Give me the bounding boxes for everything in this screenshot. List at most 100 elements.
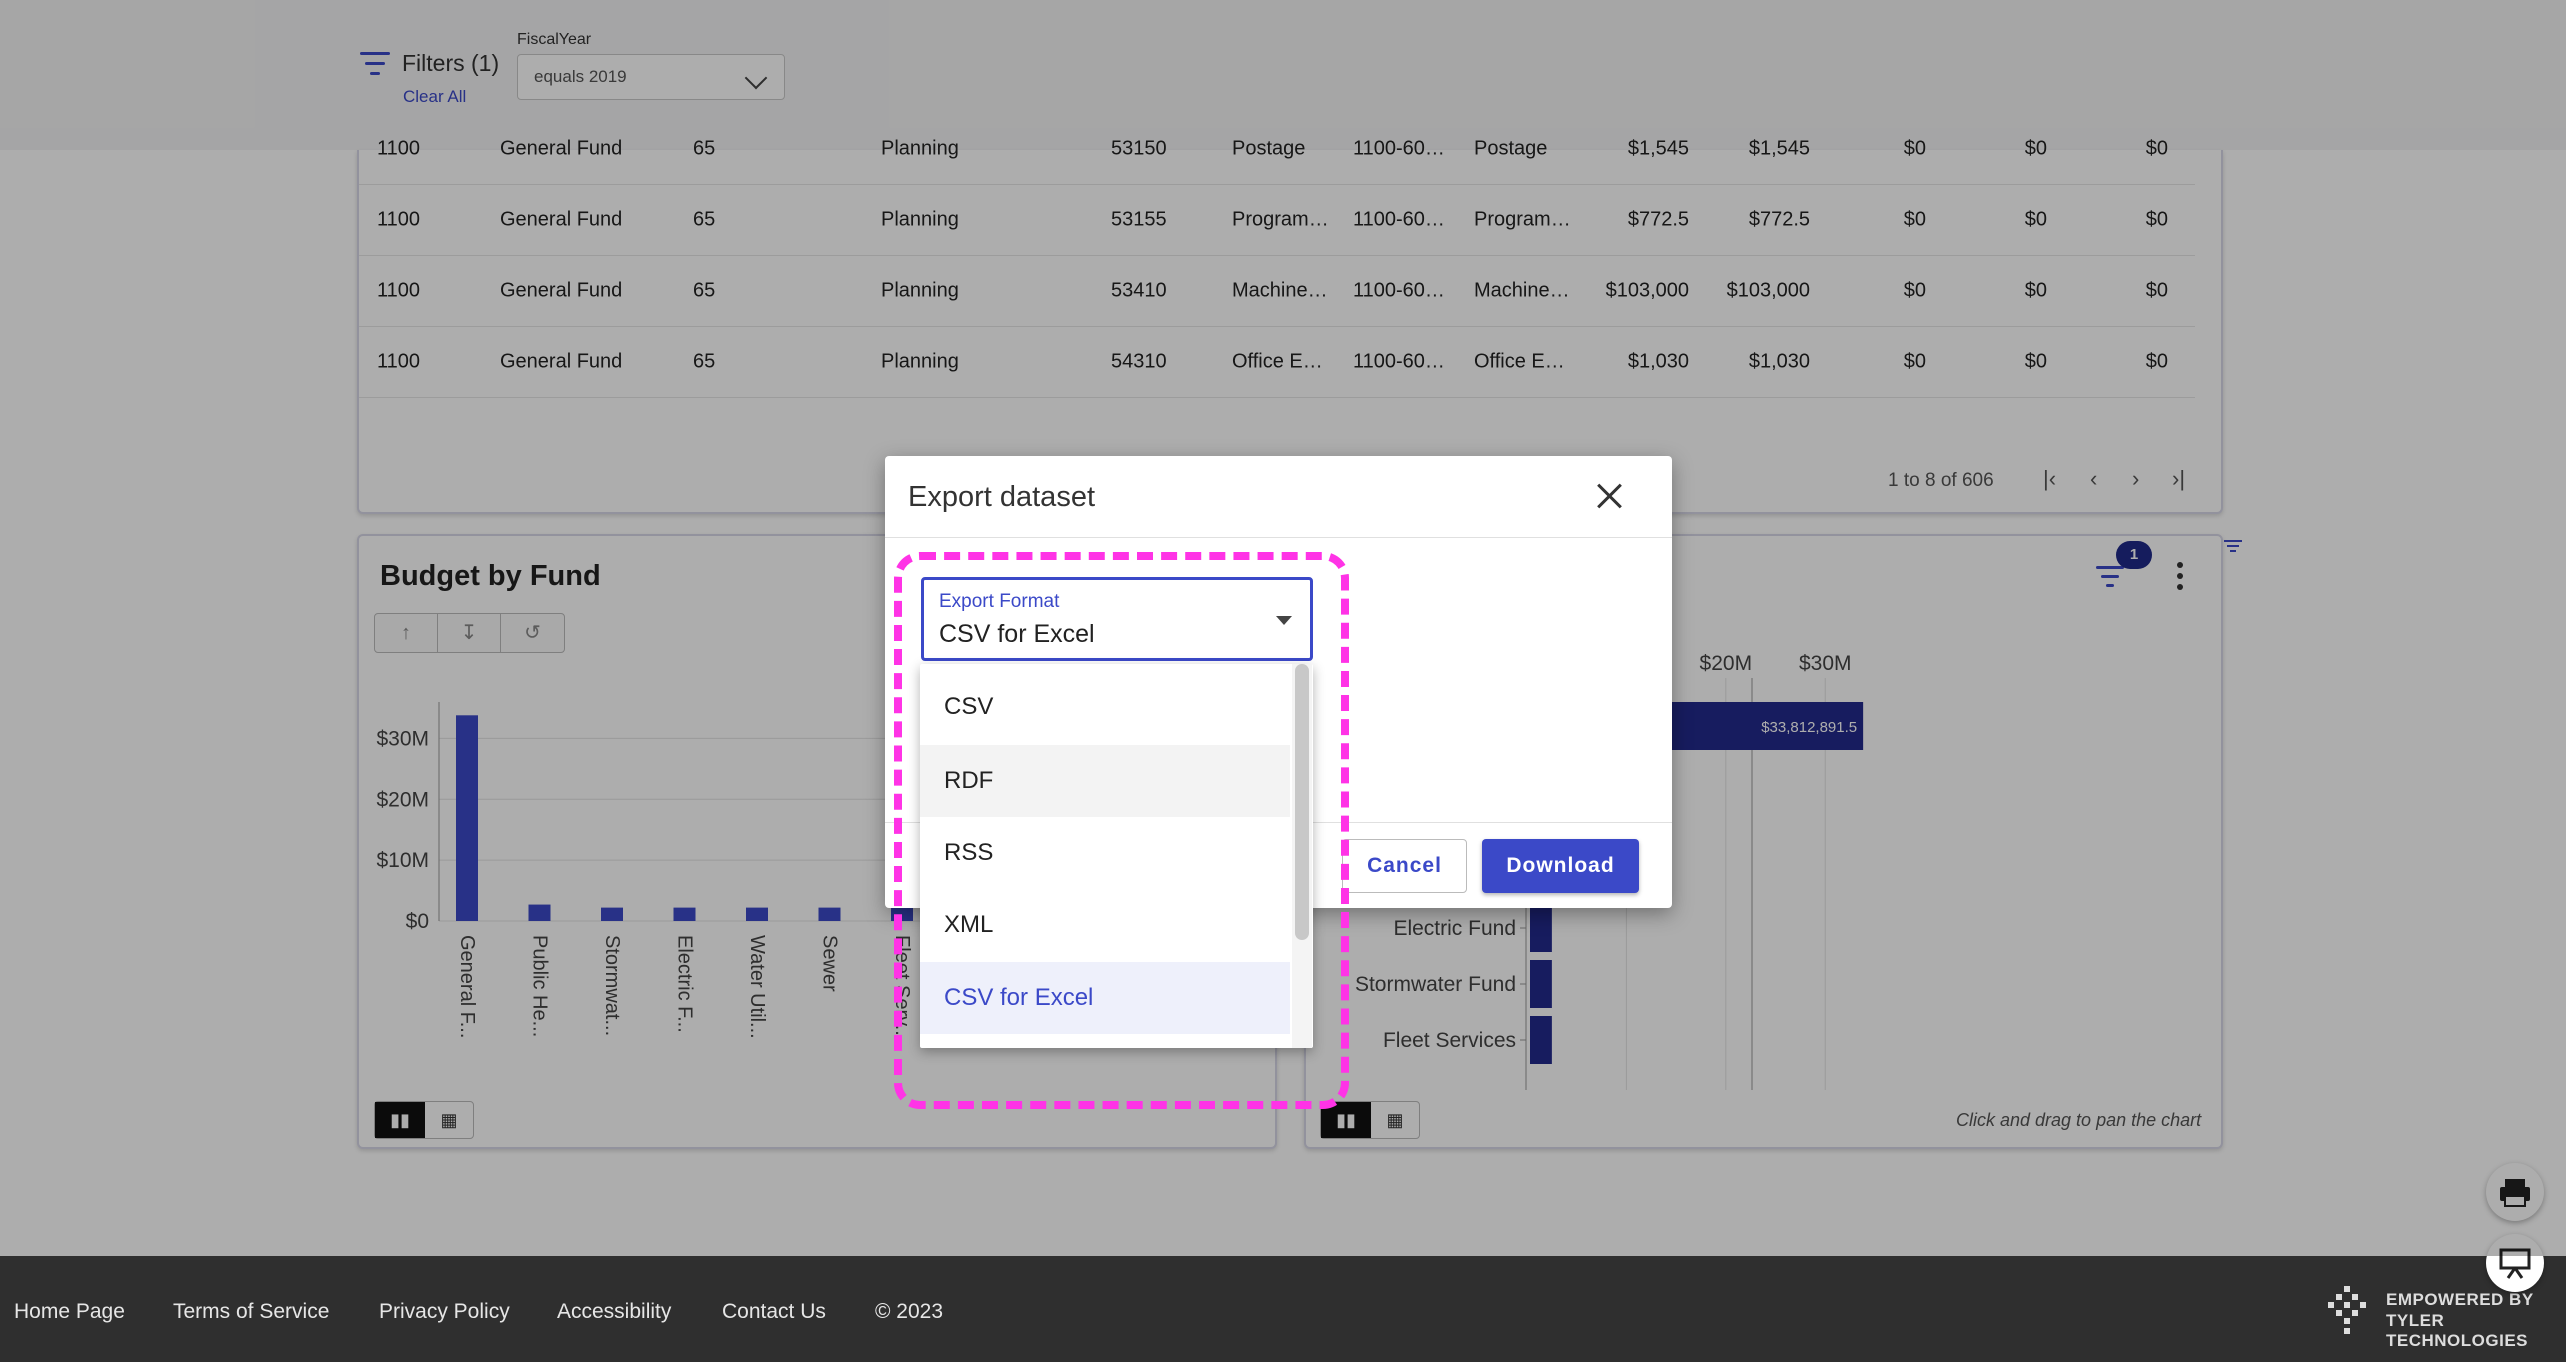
prev-page-icon[interactable]: ‹ — [2090, 466, 2098, 491]
fiscal-year-value: equals 2019 — [534, 67, 627, 86]
table-row[interactable]: 1100 General Fund 65 Planning 53150 Postage 11… — [359, 114, 2195, 185]
table-row[interactable]: 1100 General Fund 65 Planning 53410 Machine… 1… — [359, 256, 2195, 327]
filter-icon[interactable] — [360, 52, 390, 76]
y-tick-label: Fleet Services — [1383, 1029, 1516, 1052]
table-cell: $103,000 — [1605, 279, 1689, 302]
clear-all-link[interactable]: Clear All — [403, 87, 467, 106]
drill-up-button[interactable]: ↑ — [375, 614, 438, 652]
y-tick-label: $0 — [406, 910, 429, 933]
table-cell: Office E… — [1474, 350, 1565, 373]
footer-link-privacy[interactable]: Privacy Policy — [379, 1300, 510, 1323]
table-cell: Planning — [881, 350, 959, 373]
brand-text-line1: EMPOWERED BY — [2386, 1290, 2534, 1309]
table-cell: $0 — [1903, 350, 1926, 373]
filter-count-badge: 1 — [2116, 541, 2152, 569]
chart-controls: ↑ ↧ ↺ — [374, 613, 565, 653]
table-cell: 1100 — [377, 208, 421, 231]
table-cell: 1100 — [377, 279, 421, 302]
highlight-annotation — [894, 552, 1349, 1109]
footer-link-home[interactable]: Home Page — [14, 1300, 125, 1323]
view-toggle: ▮▮ ▦ — [374, 1101, 474, 1139]
table-cell: 53155 — [1111, 208, 1167, 231]
data-label: $33,812,891.5 — [1761, 719, 1857, 736]
bar — [746, 907, 768, 921]
card-filter-icon[interactable] — [2096, 566, 2124, 588]
export-format-label: Export Format — [939, 591, 1060, 612]
table-view-icon[interactable]: ▦ — [1386, 1110, 1404, 1130]
last-page-icon[interactable]: ›| — [2172, 466, 2186, 491]
footer-link-terms[interactable]: Terms of Service — [173, 1300, 330, 1323]
table-cell: $0 — [2024, 350, 2047, 373]
scrollbar-thumb[interactable] — [1295, 664, 1309, 940]
table-cell: 65 — [693, 279, 716, 302]
close-icon[interactable] — [1594, 480, 1626, 512]
table-cell: 1100-60… — [1353, 208, 1445, 231]
table-cell: General Fund — [500, 350, 623, 373]
footer-link-accessibility[interactable]: Accessibility — [557, 1300, 672, 1323]
budget-bar-chart[interactable]: $0 $10M $20M $30M General F... Public He... St… — [357, 680, 1057, 1080]
option-rss[interactable]: RSS — [920, 817, 1290, 889]
option-rdf[interactable]: RDF — [920, 745, 1290, 817]
next-page-icon[interactable]: › — [2132, 466, 2140, 491]
table-cell: $0 — [2145, 350, 2168, 373]
table-cell: 53410 — [1111, 279, 1167, 302]
download-button[interactable]: Download — [1482, 839, 1639, 893]
option-csv-for-excel[interactable]: CSV for Excel — [920, 962, 1290, 1034]
table-cell: 54310 — [1111, 350, 1167, 373]
bar — [601, 907, 623, 921]
table-cell: $0 — [2145, 208, 2168, 231]
fiscal-year-label: FiscalYear — [517, 31, 592, 48]
table-cell: Planning — [881, 208, 959, 231]
table-cell: General Fund — [500, 279, 623, 302]
present-button[interactable] — [2486, 1234, 2544, 1292]
chart-view-icon[interactable]: ▮▮ — [375, 1102, 425, 1138]
table-row[interactable]: 1100 General Fund 65 Planning 53155 Program… 1… — [359, 185, 2195, 256]
table-cell: $0 — [1903, 279, 1926, 302]
bar — [818, 907, 841, 921]
table-cell: General Fund — [500, 208, 623, 231]
bar — [1530, 960, 1552, 1008]
x-tick-label: Electric F... — [674, 935, 696, 1033]
footer — [0, 1256, 2566, 1362]
table-cell: General Fund — [500, 137, 623, 160]
table-cell: Office E… — [1232, 350, 1323, 373]
fiscal-year-select[interactable] — [517, 54, 785, 100]
table-cell: $772.5 — [1748, 208, 1810, 231]
table-cell: $0 — [2024, 208, 2047, 231]
x-tick-label: $20M — [1700, 652, 1753, 675]
table-cell: $0 — [2024, 279, 2047, 302]
table-cell: $103,000 — [1726, 279, 1810, 302]
y-tick-label: $20M — [376, 788, 429, 811]
cancel-button[interactable]: Cancel — [1342, 839, 1467, 893]
corner-filter-icon[interactable] — [2224, 540, 2242, 554]
filters-label[interactable]: Filters (1) — [402, 50, 500, 76]
table-cell: Machine… — [1474, 279, 1570, 302]
tyler-logo-icon — [2328, 1286, 2366, 1334]
table-row[interactable]: 1100 General Fund 65 Planning 54310 Office E…… — [359, 327, 2195, 398]
table-cell: $772.5 — [1627, 208, 1689, 231]
reset-button[interactable]: ↺ — [524, 622, 541, 644]
print-button[interactable] — [2486, 1163, 2544, 1221]
table-cell: Planning — [881, 279, 959, 302]
footer-link-contact[interactable]: Contact Us — [722, 1300, 826, 1323]
first-page-icon[interactable]: |‹ — [2043, 466, 2057, 491]
footer-copyright: © 2023 — [875, 1300, 944, 1323]
option-csv[interactable]: CSV — [920, 671, 1290, 743]
option-xml[interactable]: XML — [920, 889, 1290, 961]
table-cell: $1,545 — [1748, 137, 1810, 160]
dialog-title: Export dataset — [908, 481, 1095, 513]
view-toggle-right: ▮▮ ▦ — [1320, 1101, 1420, 1139]
table-view-icon[interactable]: ▦ — [440, 1110, 458, 1130]
y-tick-label: $30M — [376, 727, 429, 750]
table-cell: $0 — [2145, 279, 2168, 302]
table-cell: $1,545 — [1627, 137, 1689, 160]
table-cell: $0 — [1903, 208, 1926, 231]
y-tick-label: Stormwater Fund — [1355, 973, 1516, 996]
filter-bar — [0, 0, 2566, 150]
table-cell: $1,030 — [1748, 350, 1810, 373]
data-table-card: 1100 General Fund 65 Planning 53150 Postage 11… — [357, 138, 2223, 514]
export-format-select[interactable] — [921, 577, 1313, 661]
table-cell: $0 — [2145, 137, 2168, 160]
drill-down-button[interactable]: ↧ — [438, 614, 501, 652]
more-options-icon[interactable] — [2176, 562, 2184, 590]
